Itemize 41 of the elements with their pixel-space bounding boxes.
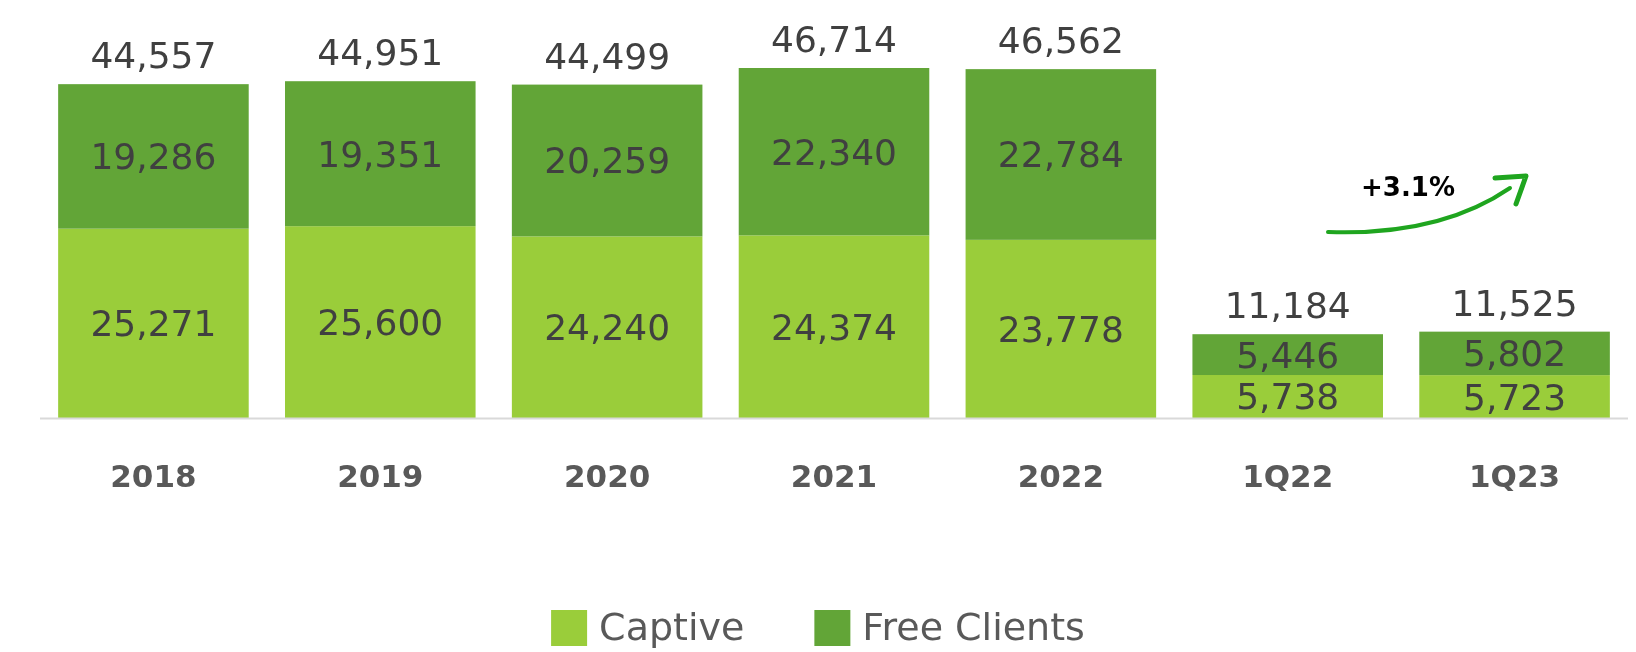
bar (511, 236, 703, 418)
x-tick-label: 2018 (110, 458, 197, 494)
bar (58, 84, 249, 229)
bar (738, 235, 930, 418)
data-label: 22,784 (997, 134, 1124, 176)
x-tick-label: 2022 (1017, 458, 1104, 494)
data-label: 5,446 (1236, 334, 1340, 376)
total-label: 46,562 (997, 20, 1124, 62)
total-label: 44,951 (317, 32, 444, 74)
data-label: 25,600 (317, 302, 444, 344)
x-tick-label: 2019 (337, 458, 424, 494)
data-label: 24,374 (771, 306, 897, 348)
total-label: 11,184 (1224, 285, 1351, 327)
total-label: 44,557 (90, 35, 217, 77)
data-label: 25,271 (90, 303, 217, 345)
legend-label: Free Clients (862, 605, 1085, 649)
legend-label: Captive (599, 605, 745, 649)
bar (511, 84, 703, 237)
x-tick-label: 1Q22 (1242, 458, 1334, 494)
data-label: 20,259 (544, 140, 671, 182)
bar (965, 239, 1157, 418)
data-label: 5,738 (1236, 376, 1340, 418)
bar (738, 68, 930, 236)
data-label: 5,723 (1463, 376, 1567, 418)
x-tick-label: 2021 (790, 458, 878, 494)
data-label: 5,802 (1463, 333, 1567, 375)
data-label: 22,340 (771, 131, 897, 173)
total-label: 44,499 (544, 35, 671, 77)
x-tick-label: 1Q23 (1469, 458, 1561, 494)
bar (285, 81, 476, 227)
data-label: 19,286 (90, 136, 217, 178)
data-label: 23,778 (997, 308, 1124, 350)
bar (965, 69, 1157, 240)
data-label: 24,240 (544, 307, 671, 349)
data-label: 19,351 (317, 133, 444, 175)
bar (58, 228, 249, 418)
total-label: 46,714 (771, 19, 897, 60)
annotation: +3.1% (1361, 172, 1455, 202)
x-tick-label: 2020 (564, 458, 651, 494)
bar (285, 226, 476, 418)
total-label: 11,525 (1451, 282, 1578, 324)
